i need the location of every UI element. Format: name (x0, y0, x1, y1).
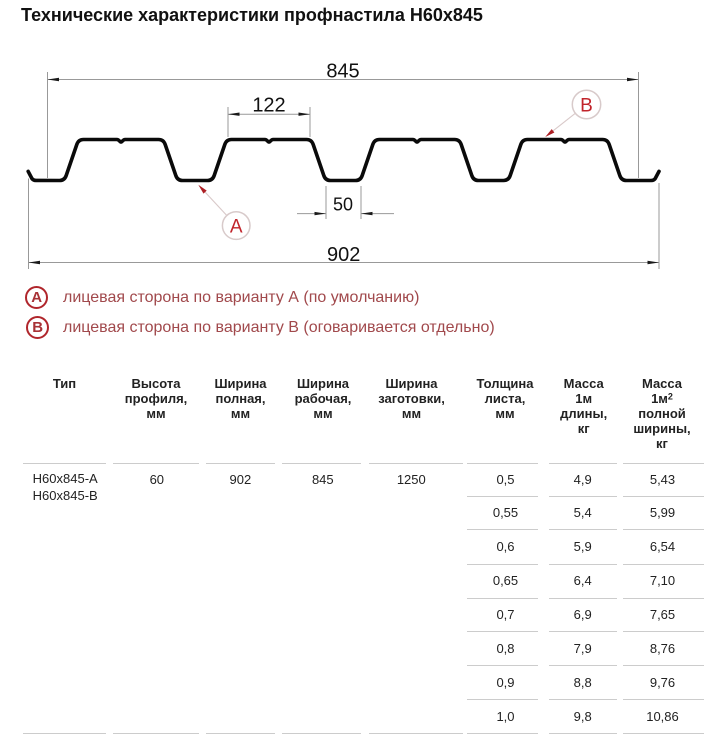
svg-text:902: 902 (327, 244, 360, 266)
svg-text:50: 50 (333, 195, 353, 215)
svg-text:122: 122 (252, 95, 285, 117)
svg-text:В: В (580, 95, 593, 116)
svg-text:А: А (230, 216, 243, 237)
svg-text:845: 845 (326, 61, 359, 83)
